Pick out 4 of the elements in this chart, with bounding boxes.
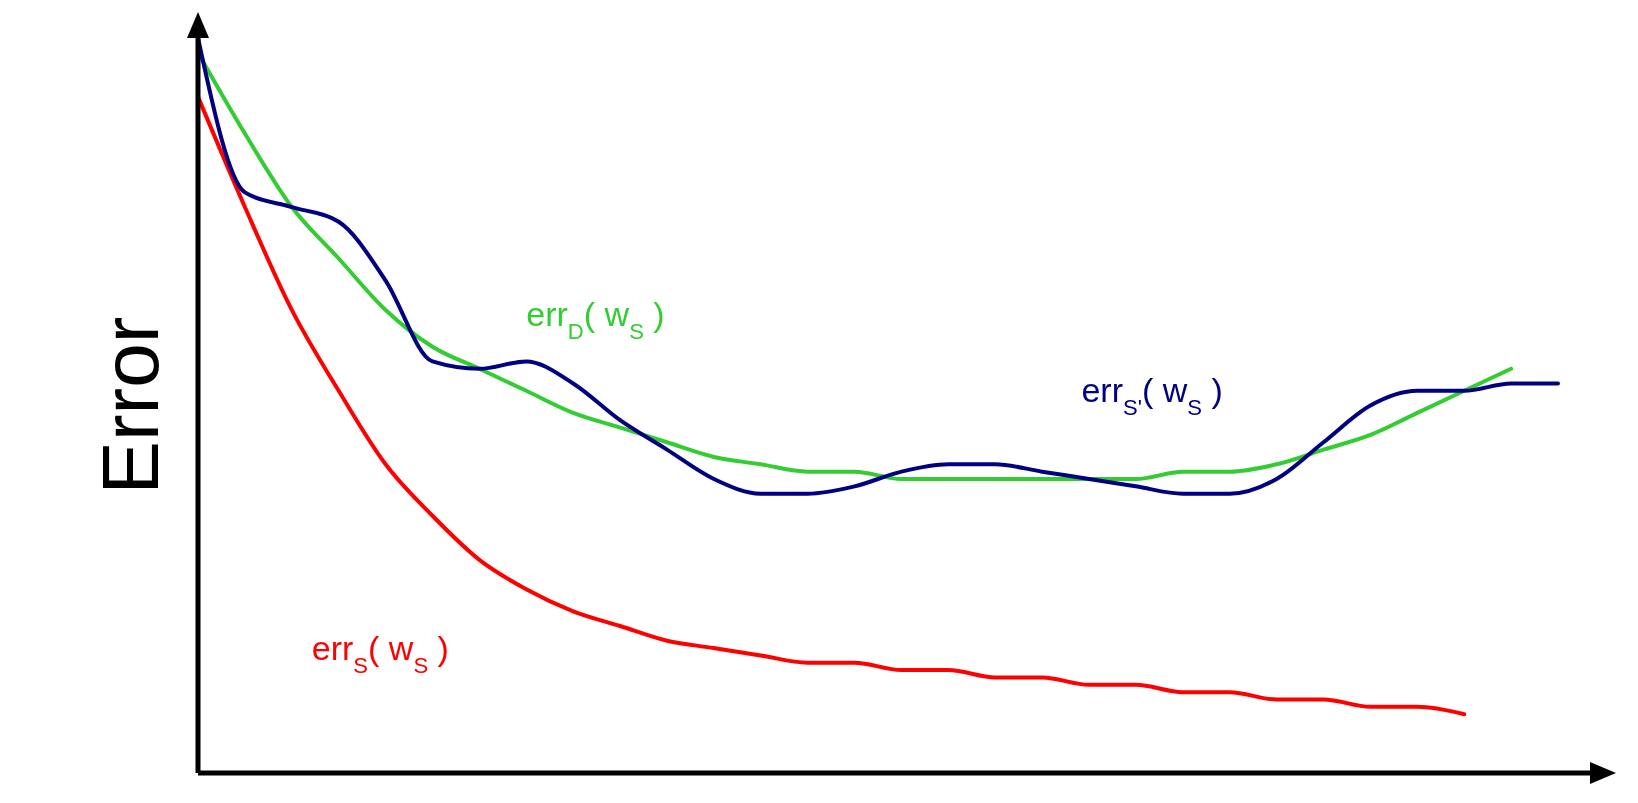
series-label: err$_{S'}$( w$_{S}$ )	[1081, 370, 1223, 420]
text: err$_{S}$( w$_{S}$ )	[311, 628, 449, 678]
series-label: err$_{D}$( w$_{S}$ )	[526, 294, 665, 344]
y-axis-title: Error	[86, 316, 175, 495]
